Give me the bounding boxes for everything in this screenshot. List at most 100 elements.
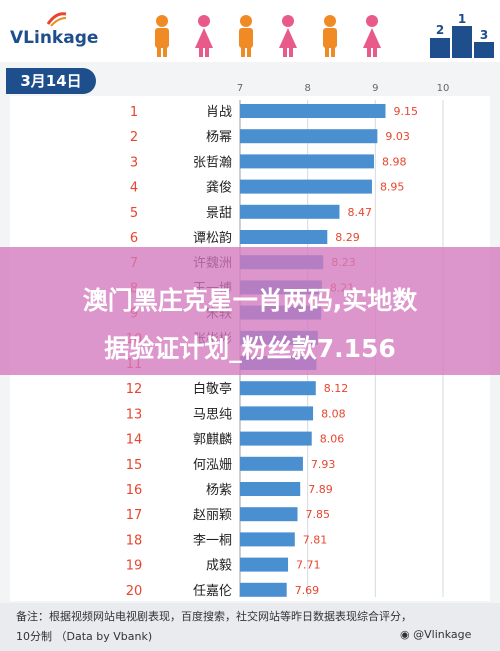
bar bbox=[240, 507, 298, 522]
people-icons bbox=[155, 15, 381, 57]
data-label: 8.12 bbox=[324, 382, 349, 395]
rank-label: 17 bbox=[126, 508, 143, 523]
bar bbox=[240, 532, 295, 547]
bar bbox=[240, 482, 301, 496]
category-label: 张哲瀚 bbox=[193, 155, 232, 170]
rank-label: 12 bbox=[126, 382, 143, 397]
category-label: 谭松韵 bbox=[193, 231, 232, 246]
footer-note-line2: 10分制 （Data by Vbank) bbox=[16, 630, 153, 643]
x-tick-label: 8 bbox=[304, 83, 310, 94]
overlay-banner bbox=[0, 247, 500, 375]
data-label: 8.06 bbox=[320, 433, 345, 446]
category-label: 任嘉伦 bbox=[193, 584, 232, 599]
data-label: 8.47 bbox=[347, 206, 372, 219]
person-leg bbox=[373, 47, 377, 57]
rank-label: 16 bbox=[126, 483, 143, 498]
rank-label: 1 bbox=[130, 105, 138, 120]
rank-label: 5 bbox=[130, 206, 138, 221]
person-leg bbox=[199, 47, 203, 57]
person-leg bbox=[289, 47, 293, 57]
category-label: 马思纯 bbox=[193, 407, 232, 422]
category-label: 肖战 bbox=[206, 105, 232, 120]
overlay-line1: 澳门黑庄克星一肖两码,实地数 bbox=[82, 286, 418, 315]
data-label: 8.95 bbox=[380, 181, 405, 194]
rank-label: 13 bbox=[126, 407, 143, 422]
category-label: 景甜 bbox=[206, 205, 232, 221]
bar bbox=[240, 406, 314, 421]
header: VLinkage 2 1 3 bbox=[0, 0, 500, 62]
rank-label: 20 bbox=[126, 584, 143, 599]
person-body bbox=[323, 28, 337, 48]
weibo-handle: ◉ @Vlinkage bbox=[400, 628, 471, 641]
person-head bbox=[282, 15, 294, 27]
person-leg bbox=[163, 47, 167, 57]
bar bbox=[240, 204, 340, 219]
weibo-handle-text: @Vlinkage bbox=[413, 628, 472, 641]
category-label: 李一桐 bbox=[193, 533, 232, 548]
footer-note-line1: 备注：根据视频网站电视剧表现，百度搜索，社交网站等昨日数据表现综合评分， bbox=[16, 610, 412, 623]
category-label: 郭麒麟 bbox=[193, 432, 232, 448]
bar bbox=[240, 381, 316, 396]
date-text: 3月14日 bbox=[20, 72, 82, 90]
person-leg bbox=[241, 47, 245, 57]
bar bbox=[240, 129, 378, 144]
person-icon bbox=[155, 15, 169, 57]
x-tick-label: 7 bbox=[237, 83, 243, 94]
x-tick-label: 9 bbox=[372, 83, 378, 94]
person-leg bbox=[205, 47, 209, 57]
rank-label: 2 bbox=[130, 130, 138, 145]
svg-text:3: 3 bbox=[480, 28, 488, 42]
person-body bbox=[363, 28, 381, 48]
weibo-icon: ◉ bbox=[400, 628, 414, 641]
person-leg bbox=[325, 47, 329, 57]
person-icon bbox=[279, 15, 297, 57]
brand-logo: VLinkage bbox=[10, 12, 110, 52]
data-label: 7.93 bbox=[311, 458, 336, 471]
category-label: 龚俊 bbox=[206, 181, 232, 196]
bar bbox=[240, 179, 372, 194]
person-leg bbox=[367, 47, 371, 57]
person-body bbox=[195, 28, 213, 48]
overlay-line2: 据验证计划_粉丝款7.156 bbox=[104, 334, 396, 363]
rank-label: 4 bbox=[130, 181, 138, 196]
person-head bbox=[240, 15, 252, 27]
data-label: 9.15 bbox=[393, 105, 418, 118]
category-label: 杨紫 bbox=[206, 483, 232, 498]
footer bbox=[0, 603, 500, 651]
person-leg bbox=[157, 47, 161, 57]
category-label: 白敬亭 bbox=[193, 381, 232, 397]
bar bbox=[240, 456, 303, 471]
category-label: 何泓姗 bbox=[193, 457, 232, 473]
person-icon bbox=[323, 15, 337, 57]
x-tick-label: 10 bbox=[437, 83, 450, 94]
svg-text:1: 1 bbox=[458, 12, 466, 26]
person-leg bbox=[283, 47, 287, 57]
rank-label: 19 bbox=[126, 559, 143, 574]
date-tab: 3月14日 bbox=[6, 68, 96, 94]
podium-icon: 2 1 3 bbox=[430, 12, 494, 58]
person-body bbox=[279, 28, 297, 48]
rank-label: 18 bbox=[126, 533, 143, 548]
person-leg bbox=[247, 47, 251, 57]
bar bbox=[240, 582, 287, 597]
person-icon bbox=[239, 15, 253, 57]
rank-label: 3 bbox=[130, 155, 138, 170]
rank-label: 6 bbox=[130, 231, 138, 246]
category-label: 成毅 bbox=[206, 558, 232, 574]
svg-text:2: 2 bbox=[436, 23, 444, 37]
data-label: 8.98 bbox=[382, 155, 407, 168]
category-label: 赵丽颖 bbox=[193, 508, 232, 523]
brand-name: VLinkage bbox=[10, 28, 99, 48]
bar bbox=[240, 154, 374, 169]
data-label: 7.81 bbox=[303, 533, 328, 546]
logo-swoosh-icon bbox=[46, 12, 67, 27]
person-head bbox=[324, 15, 336, 27]
rank-label: 14 bbox=[126, 433, 143, 448]
person-body bbox=[239, 28, 253, 48]
bar bbox=[240, 431, 312, 446]
data-label: 9.03 bbox=[385, 130, 410, 143]
data-label: 8.08 bbox=[321, 407, 346, 420]
person-head bbox=[156, 15, 168, 27]
category-label: 杨幂 bbox=[206, 130, 232, 145]
